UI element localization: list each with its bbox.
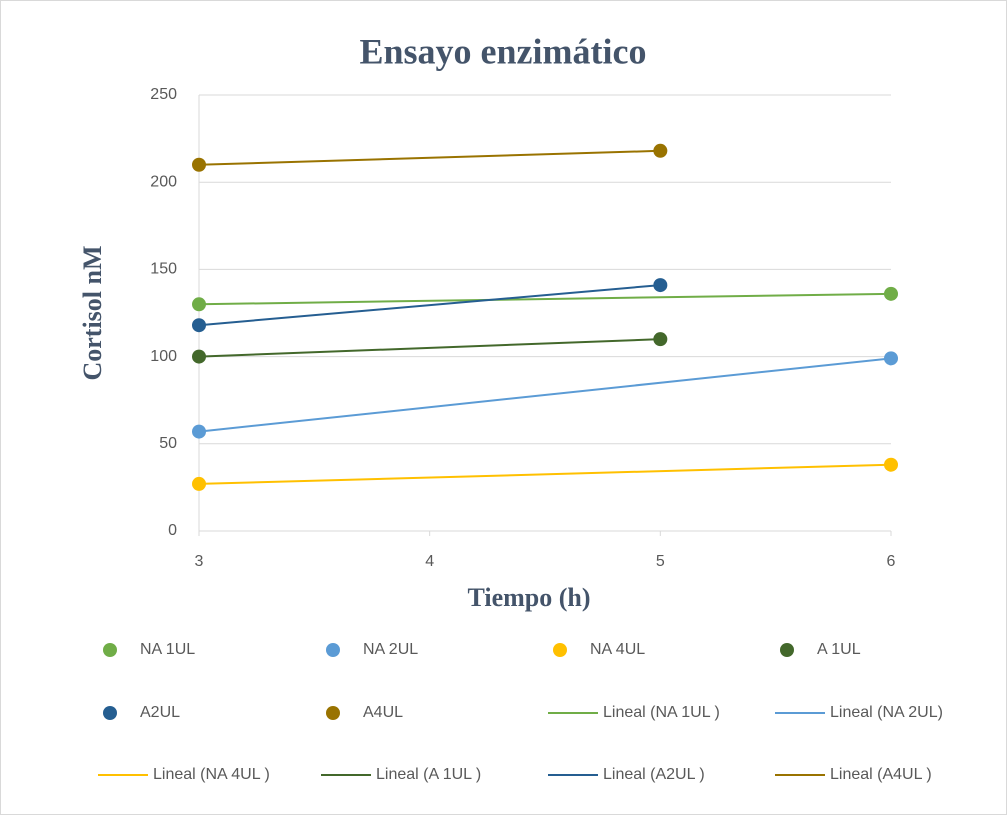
point [884,457,898,472]
legend-label: Lineal (A4UL ) [830,766,932,783]
y-tick-label: 50 [159,435,177,452]
legend-marker [326,643,340,657]
legend-label: A4UL [363,704,403,721]
point [653,278,668,293]
legend-label: Lineal (A 1UL ) [376,766,481,783]
x-axis-title: Tiempo (h) [467,583,590,612]
point [192,476,206,491]
point [884,351,898,366]
trendline [198,338,661,358]
point [192,349,206,364]
y-tick-label: 200 [150,173,177,190]
legend-marker [326,706,340,720]
y-tick-label: 0 [168,522,177,539]
y-axis-title: Cortisol nM [78,245,107,380]
y-tick-label: 150 [150,261,177,278]
legend-marker [780,643,794,657]
chart-title: Ensayo enzimático [360,31,647,71]
legend-label: NA 1UL [140,641,195,658]
trendline [198,463,892,485]
legend-marker [103,643,117,657]
point [884,286,898,301]
x-tick-label: 6 [887,553,896,570]
x-tick-label: 4 [425,553,434,570]
y-tick-label: 100 [150,348,177,365]
point [192,297,206,312]
x-tick-label: 3 [195,553,204,570]
legend-label: A 1UL [817,641,861,658]
y-tick-label: 250 [150,86,177,103]
point [192,424,206,439]
trendline [198,292,892,306]
legend-label: Lineal (NA 2UL) [830,704,943,721]
legend-label: NA 2UL [363,641,418,658]
legend-marker [553,643,567,657]
point [653,143,668,158]
point [653,332,668,347]
legend-label: Lineal (NA 1UL ) [603,704,720,721]
point [192,157,206,172]
point [192,318,206,333]
legend-label: A2UL [140,704,180,721]
legend-marker [103,706,117,720]
trendline [198,284,661,327]
legend-label: Lineal (NA 4UL ) [153,766,270,783]
trendline [198,149,661,166]
legend-label: Lineal (A2UL ) [603,766,705,783]
legend-label: NA 4UL [590,641,645,658]
trendline [198,357,892,433]
x-tick-label: 5 [656,553,665,570]
